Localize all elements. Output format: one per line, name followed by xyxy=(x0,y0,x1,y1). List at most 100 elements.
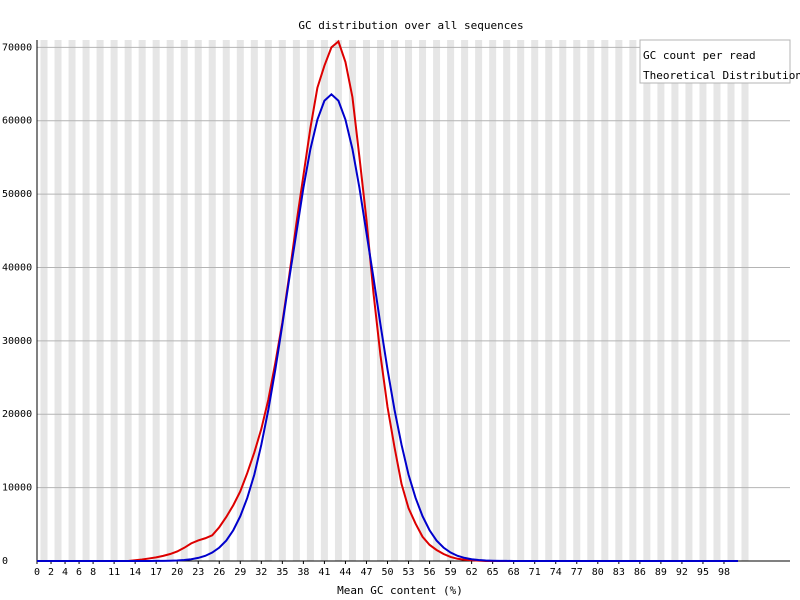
stripe xyxy=(68,40,76,561)
y-tick-label: 40000 xyxy=(2,262,32,273)
x-tick-label: 77 xyxy=(571,567,583,578)
x-tick-label: 6 xyxy=(76,567,82,578)
x-tick-label: 23 xyxy=(192,567,204,578)
x-tick-label: 62 xyxy=(466,567,478,578)
stripe xyxy=(40,40,48,561)
stripe xyxy=(657,40,665,561)
stripe xyxy=(671,40,679,561)
x-tick-label: 17 xyxy=(150,567,162,578)
x-tick-label: 74 xyxy=(550,567,562,578)
x-tick-label: 89 xyxy=(655,567,667,578)
stripe xyxy=(250,40,258,561)
stripe xyxy=(405,40,413,561)
x-tick-label: 98 xyxy=(718,567,730,578)
stripe xyxy=(208,40,216,561)
stripe xyxy=(110,40,118,561)
y-tick-label: 50000 xyxy=(2,189,32,200)
stripe xyxy=(587,40,595,561)
x-tick-label: 38 xyxy=(297,567,309,578)
x-tick-label: 4 xyxy=(62,567,68,578)
stripe xyxy=(475,40,483,561)
stripe xyxy=(685,40,693,561)
stripe xyxy=(362,40,370,561)
stripe xyxy=(292,40,300,561)
x-tick-label: 65 xyxy=(487,567,499,578)
legend-entry: Theoretical Distribution xyxy=(643,69,800,82)
stripe xyxy=(461,40,469,561)
x-tick-label: 50 xyxy=(381,567,393,578)
stripe xyxy=(334,40,342,561)
x-tick-label: 86 xyxy=(634,567,646,578)
stripe xyxy=(264,40,272,561)
y-tick-label: 20000 xyxy=(2,409,32,420)
y-tick-label: 70000 xyxy=(2,42,32,53)
x-tick-label: 95 xyxy=(697,567,709,578)
stripe xyxy=(615,40,623,561)
x-tick-label: 2 xyxy=(48,567,54,578)
chart-title: GC distribution over all sequences xyxy=(298,19,523,32)
stripe xyxy=(573,40,581,561)
x-axis-label: Mean GC content (%) xyxy=(337,584,463,597)
x-tick-label: 71 xyxy=(529,567,541,578)
stripe xyxy=(419,40,427,561)
stripe xyxy=(447,40,455,561)
x-tick-label: 56 xyxy=(424,567,436,578)
stripe xyxy=(376,40,384,561)
x-tick-label: 29 xyxy=(234,567,246,578)
y-tick-label: 30000 xyxy=(2,336,32,347)
stripe xyxy=(545,40,553,561)
stripe xyxy=(629,40,637,561)
stripe xyxy=(489,40,497,561)
stripe xyxy=(727,40,735,561)
x-tick-label: 92 xyxy=(676,567,688,578)
x-tick-label: 0 xyxy=(34,567,40,578)
x-tick-label: 8 xyxy=(90,567,96,578)
stripe xyxy=(320,40,328,561)
stripe xyxy=(741,40,749,561)
stripe xyxy=(348,40,356,561)
stripe xyxy=(601,40,609,561)
stripe xyxy=(433,40,441,561)
series-line xyxy=(37,92,738,562)
stripe xyxy=(166,40,174,561)
stripe xyxy=(559,40,567,561)
stripe xyxy=(391,40,399,561)
stripe xyxy=(643,40,651,561)
legend-box xyxy=(639,39,791,84)
x-tick-label: 53 xyxy=(403,567,415,578)
stripe xyxy=(96,40,104,561)
x-tick-label: 14 xyxy=(129,567,141,578)
x-tick-label: 83 xyxy=(613,567,625,578)
x-tick-label: 80 xyxy=(592,567,604,578)
stripe xyxy=(138,40,146,561)
y-tick-label: 10000 xyxy=(2,483,32,494)
x-tick-label: 32 xyxy=(255,567,267,578)
stripe xyxy=(713,40,721,561)
stripe xyxy=(531,40,539,561)
stripe xyxy=(503,40,511,561)
y-tick-label: 60000 xyxy=(2,116,32,127)
stripe xyxy=(236,40,244,561)
stripe xyxy=(152,40,160,561)
stripe xyxy=(222,40,230,561)
stripe xyxy=(194,40,202,561)
x-tick-label: 11 xyxy=(108,567,120,578)
legend-entry: GC count per read xyxy=(643,49,756,62)
x-tick-label: 59 xyxy=(445,567,457,578)
y-tick-label: 0 xyxy=(2,556,8,567)
stripe xyxy=(82,40,90,561)
x-tick-label: 47 xyxy=(360,567,372,578)
stripe xyxy=(517,40,525,561)
x-tick-label: 68 xyxy=(508,567,520,578)
stripe xyxy=(306,40,314,561)
stripe xyxy=(124,40,132,561)
x-tick-label: 44 xyxy=(339,567,351,578)
stripe xyxy=(699,40,707,561)
x-tick-label: 41 xyxy=(318,567,330,578)
stripe xyxy=(278,40,286,561)
x-tick-label: 20 xyxy=(171,567,183,578)
x-tick-label: 26 xyxy=(213,567,225,578)
x-tick-label: 35 xyxy=(276,567,288,578)
stripe xyxy=(54,40,62,561)
